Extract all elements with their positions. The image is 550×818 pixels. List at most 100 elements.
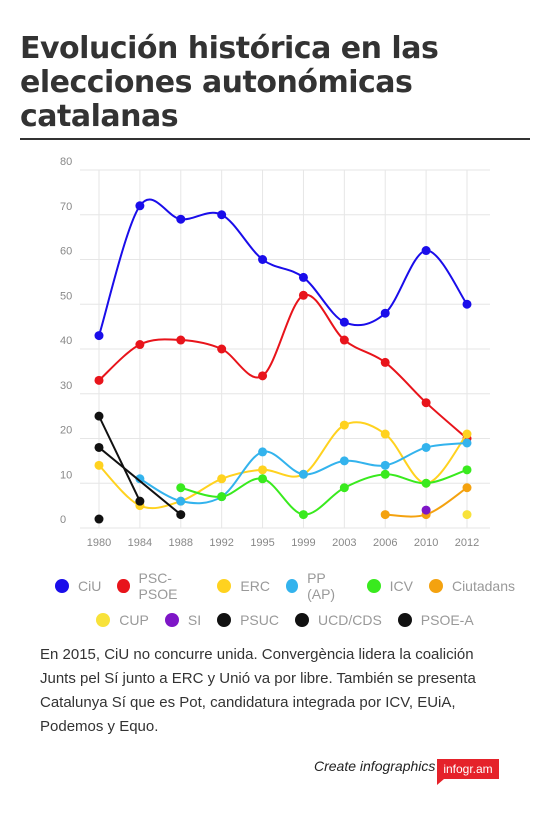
series-line-ucd-cds: [98, 446, 182, 516]
data-point-ciu: [217, 210, 227, 220]
line-chart: 0 10 20 30 40 50 60 70 80 1980 1984 1988 1992 1995 199…: [60, 156, 490, 549]
data-point-psc-psoe: [298, 290, 308, 300]
data-point-ciu: [421, 246, 431, 256]
data-point-ciu: [176, 214, 186, 224]
data-point-psc-psoe: [258, 371, 268, 381]
infogram-logo-badge[interactable]: infogr.am: [437, 759, 499, 785]
page-title: Evolución histórica en las elecciones au…: [20, 31, 439, 134]
y-tick-label: 80: [60, 156, 72, 168]
legend-item-icv[interactable]: ICV: [366, 570, 413, 602]
legend-item-erc[interactable]: ERC: [217, 570, 270, 602]
legend-label: PSUC: [240, 612, 279, 628]
data-point-icv: [339, 483, 349, 493]
data-point-pp-ap: [176, 496, 186, 506]
legend-item-pp-ap[interactable]: PP (AP): [285, 570, 351, 602]
x-tick-label: 2010: [414, 537, 438, 549]
x-tick-label: 2003: [332, 537, 356, 549]
create-infographics-link[interactable]: Create infographics: [314, 758, 436, 774]
legend-item-cup[interactable]: CUP: [96, 612, 149, 628]
legend: CiU PSC-PSOE ERC PP (AP) ICV Ciutadans CUP SI P…: [55, 570, 515, 638]
legend-swatch-icon: [217, 613, 232, 627]
data-point-icv: [462, 465, 472, 475]
legend-swatch-icon: [96, 613, 111, 627]
legend-swatch-icon: [428, 579, 443, 593]
legend-swatch-icon: [55, 579, 69, 593]
legend-label: PP (AP): [307, 570, 336, 602]
legend-label: SI: [187, 612, 202, 628]
data-point-ciu: [462, 299, 472, 309]
data-point-icv: [217, 492, 227, 502]
y-tick-label: 70: [60, 201, 72, 213]
legend-label: CUP: [119, 612, 149, 628]
legend-item-psc-psoe[interactable]: PSC-PSOE: [117, 570, 201, 602]
data-point-pp-ap: [339, 456, 349, 466]
x-tick-label: 1992: [209, 537, 233, 549]
footnote: En 2015, CiU no concurre unida. Convergè…: [40, 646, 476, 735]
legend-item-psuc[interactable]: PSUC: [217, 612, 279, 628]
y-tick-label: 20: [60, 425, 72, 437]
legend-item-si[interactable]: SI: [164, 612, 202, 628]
x-tick-label: 1984: [128, 537, 152, 549]
data-point-psc-psoe: [135, 340, 145, 350]
data-point-ucd-cds: [94, 442, 104, 452]
x-tick-label: 2006: [373, 537, 397, 549]
data-point-psc-psoe: [94, 375, 104, 385]
data-point-ciu: [380, 308, 390, 318]
y-tick-label: 10: [60, 469, 72, 481]
data-point-psc-psoe: [217, 344, 227, 354]
x-tick-label: 1980: [87, 537, 111, 549]
data-point-pp-ap: [421, 442, 431, 452]
data-point-erc: [339, 420, 349, 430]
data-point-icv: [258, 474, 268, 484]
data-point-ciu: [94, 331, 104, 341]
data-point-ciu: [135, 201, 145, 211]
data-point-ucd-cds: [176, 510, 186, 520]
legend-label: ICV: [389, 578, 413, 594]
legend-label: PSOE-A: [420, 612, 474, 628]
y-tick-label: 60: [60, 246, 72, 258]
x-tick-label: 1988: [169, 537, 193, 549]
legend-row: CiU PSC-PSOE ERC PP (AP) ICV Ciutadans: [55, 570, 515, 602]
data-point-erc: [258, 465, 268, 475]
data-point-ciutadans: [462, 483, 472, 493]
legend-item-psoe-a[interactable]: PSOE-A: [397, 612, 474, 628]
y-tick-label: 30: [60, 380, 72, 392]
series-line-psuc: [98, 415, 141, 502]
legend-item-ucd-cds[interactable]: UCD/CDS: [295, 612, 382, 628]
data-point-cup: [462, 510, 472, 520]
data-point-pp-ap: [135, 474, 145, 484]
title-divider: [20, 138, 530, 140]
data-point-icv: [176, 483, 186, 493]
data-point-psuc: [94, 411, 104, 421]
data-point-icv: [421, 478, 431, 488]
data-point-pp-ap: [258, 447, 268, 457]
data-point-psoe-a: [94, 514, 104, 524]
data-point-psuc: [135, 496, 145, 506]
data-point-ciutadans: [380, 510, 390, 520]
legend-swatch-icon: [295, 613, 309, 627]
y-tick-label: 40: [60, 335, 72, 347]
data-point-erc: [380, 429, 390, 439]
legend-swatch-icon: [217, 579, 232, 593]
series-line-psc-psoe: [98, 293, 468, 440]
legend-item-ciutadans[interactable]: Ciutadans: [428, 570, 515, 602]
y-tick-label: 0: [60, 514, 66, 526]
data-point-erc: [217, 474, 227, 484]
data-point-psc-psoe: [380, 357, 390, 367]
legend-swatch-icon: [366, 579, 381, 593]
legend-row: CUP SI PSUC UCD/CDS PSOE-A: [55, 612, 515, 628]
legend-label: CiU: [78, 578, 102, 594]
y-tick-label: 50: [60, 290, 72, 302]
x-tick-label: 2012: [455, 537, 479, 549]
legend-swatch-icon: [117, 579, 130, 593]
x-tick-label: 1995: [250, 537, 274, 549]
legend-item-ciu[interactable]: CiU: [55, 570, 101, 602]
data-point-ciu: [339, 317, 349, 327]
data-point-si: [421, 505, 431, 515]
legend-swatch-icon: [397, 613, 412, 627]
data-point-erc: [462, 429, 472, 439]
series-line-ciu: [98, 198, 468, 336]
legend-label: Ciutadans: [451, 578, 515, 594]
legend-label: PSC-PSOE: [138, 570, 178, 602]
data-point-icv: [298, 510, 308, 520]
